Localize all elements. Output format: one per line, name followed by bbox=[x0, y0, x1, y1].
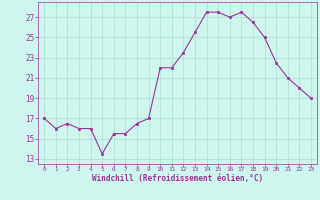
X-axis label: Windchill (Refroidissement éolien,°C): Windchill (Refroidissement éolien,°C) bbox=[92, 174, 263, 183]
